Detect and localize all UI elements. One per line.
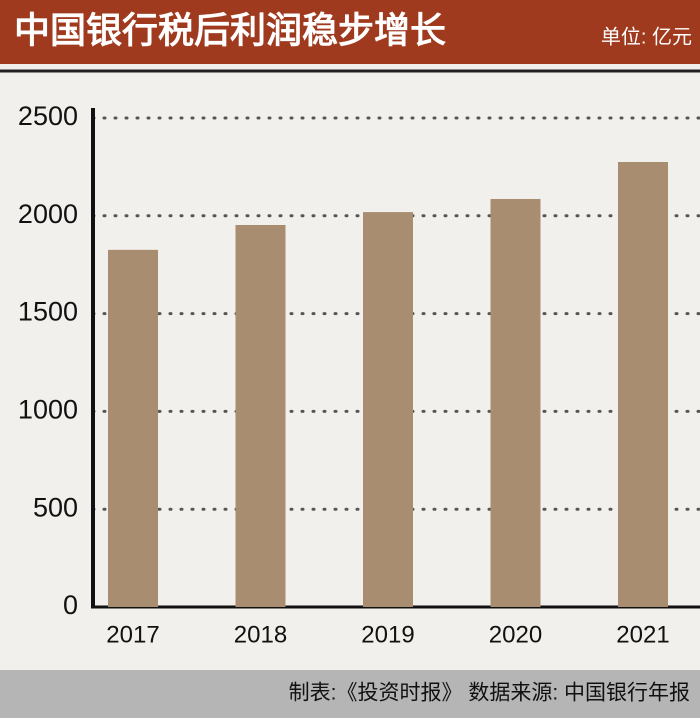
y-tick-label: 1500 <box>18 297 78 327</box>
unit-label: 单位: 亿元 <box>601 25 692 48</box>
x-tick-label: 2020 <box>489 621 542 648</box>
x-tick-label: 2018 <box>234 621 287 648</box>
y-tick-label: 2500 <box>18 101 78 131</box>
source-note: 制表:《投资时报》 数据来源: 中国银行年报 <box>289 682 690 705</box>
y-tick-label: 1000 <box>18 395 78 425</box>
footer-bar <box>0 670 700 718</box>
bar <box>618 162 668 607</box>
y-tick-label: 0 <box>63 590 78 620</box>
y-tick-label: 500 <box>33 492 78 522</box>
bar <box>490 198 541 607</box>
bar <box>363 212 413 607</box>
bar <box>235 224 286 607</box>
title-bar <box>0 0 700 64</box>
x-tick-label: 2021 <box>616 621 669 648</box>
chart-title: 中国银行税后利润稳步增长 <box>14 10 446 51</box>
x-tick-label: 2017 <box>106 621 159 648</box>
y-tick-label: 2000 <box>18 199 78 229</box>
bar <box>108 249 158 607</box>
x-tick-label: 2019 <box>361 621 414 648</box>
